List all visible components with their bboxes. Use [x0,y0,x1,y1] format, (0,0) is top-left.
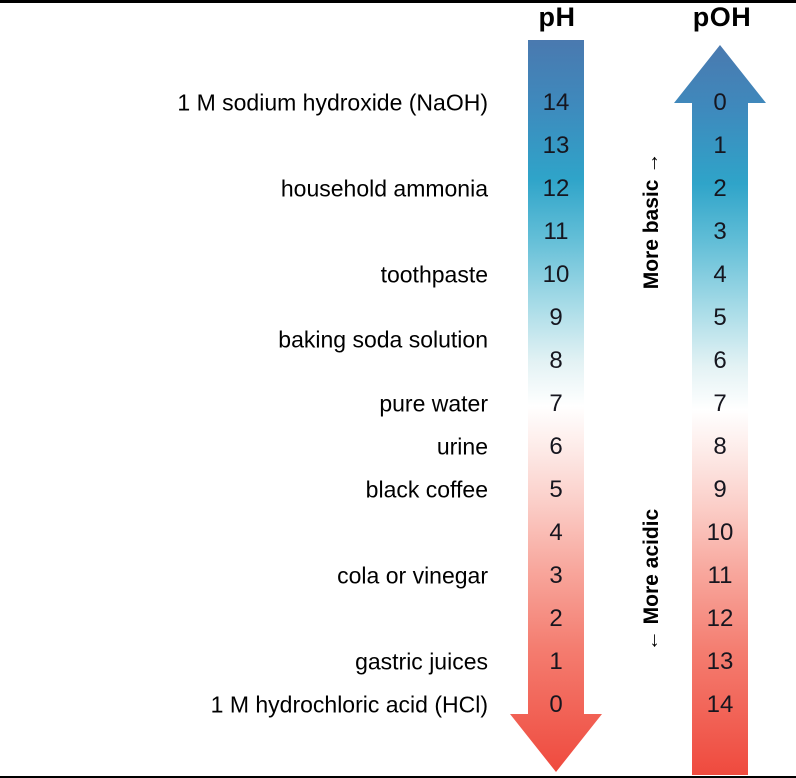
ph-scale-value: 14 [542,89,570,116]
poh-column-header: pOH [692,2,752,32]
poh-scale-value: 12 [706,605,734,632]
poh-scale-value: 8 [713,433,727,460]
substance-label: gastric juices [355,648,488,675]
substance-label: baking soda solution [278,326,488,352]
annotation-more-basic: More basic → [640,152,663,290]
substance-label: toothpaste [380,261,488,288]
bottom-border-line [0,776,796,778]
poh-scale-value: 10 [706,519,734,546]
poh-scale-value: 1 [713,132,727,159]
ph-scale-value: 10 [542,261,570,288]
poh-scale-value: 2 [713,175,727,202]
substance-label: pure water [379,390,488,417]
top-border-line [0,0,796,3]
poh-scale-value: 13 [706,648,734,675]
ph-scale-value: 0 [549,691,563,718]
ph-scale-value: 12 [542,175,570,202]
poh-scale-value: 0 [713,89,727,116]
annotation-more-acidic: ← More acidic [640,508,663,652]
ph-scale-value: 6 [549,433,563,460]
ph-scale-value: 1 [549,648,563,675]
poh-scale-value: 7 [713,390,727,417]
poh-scale-value: 5 [713,304,727,331]
ph-scale-value: 4 [549,519,563,546]
poh-scale-value: 14 [706,691,734,718]
ph-scale-value: 5 [549,476,563,503]
poh-scale-value: 4 [713,261,727,288]
ph-scale-value: 7 [549,390,563,417]
substance-label: black coffee [365,476,488,503]
ph-scale-value: 3 [549,562,563,589]
substance-label: 1 M sodium hydroxide (NaOH) [177,89,488,116]
substance-label: urine [436,433,488,460]
ph-scale-value: 9 [549,304,563,331]
substance-label: household ammonia [280,175,488,202]
substance-label: 1 M hydrochloric acid (HCl) [210,691,488,718]
ph-column-header: pH [538,2,576,32]
ph-scale-value: 8 [549,347,563,374]
poh-scale-value: 11 [707,562,733,589]
ph-scale-value: 11 [543,218,569,245]
poh-scale-value: 9 [713,476,727,503]
ph-scale-value: 2 [549,605,563,632]
poh-scale-value: 3 [713,218,727,245]
substance-label: cola or vinegar [337,562,488,589]
poh-scale-value: 6 [713,347,727,374]
ph-scale-value: 13 [542,132,570,159]
